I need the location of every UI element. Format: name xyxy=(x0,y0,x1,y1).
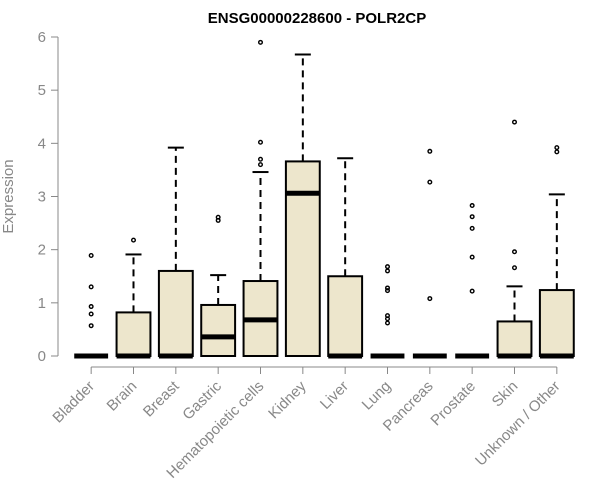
box-4 xyxy=(242,39,279,357)
y-tick-label: 1 xyxy=(38,295,46,312)
box-10 xyxy=(496,119,533,359)
outlier-point xyxy=(385,320,391,326)
box-11 xyxy=(538,145,575,359)
outlier-point xyxy=(469,254,475,260)
x-tick-label: Prostate xyxy=(427,378,479,430)
box-body xyxy=(327,275,364,357)
outlier-point xyxy=(88,284,94,290)
outlier-point xyxy=(469,214,475,220)
boxes-group xyxy=(74,39,575,359)
y-tick-label: 0 xyxy=(38,348,46,365)
box-body xyxy=(284,160,321,357)
x-tick-label: Kidney xyxy=(265,377,310,422)
box-body xyxy=(115,311,152,357)
box-0 xyxy=(74,253,109,359)
outlier-point xyxy=(385,264,391,270)
x-tick-label: Brain xyxy=(104,378,141,415)
box-1 xyxy=(115,237,152,359)
box-7 xyxy=(370,264,405,359)
x-tick-label: Skin xyxy=(489,378,522,411)
outlier-point xyxy=(258,162,264,168)
outlier-point xyxy=(385,288,391,294)
y-axis-label: Expression xyxy=(0,159,17,233)
y-axis: 0 1 2 3 4 5 6 xyxy=(38,29,59,365)
box-body xyxy=(496,320,533,358)
outlier-point xyxy=(512,249,518,255)
chart-title: ENSG00000228600 - POLR2CP xyxy=(208,10,426,27)
outlier-point xyxy=(130,237,136,243)
box-8 xyxy=(412,148,447,359)
outlier-point xyxy=(88,304,94,310)
outlier-point xyxy=(512,265,518,271)
outlier-point xyxy=(427,179,433,185)
outlier-point xyxy=(427,296,433,302)
outlier-point xyxy=(385,313,391,319)
x-tick-label: Lung xyxy=(359,378,395,414)
outlier-point xyxy=(554,145,560,151)
box-9 xyxy=(455,203,490,359)
box-3 xyxy=(200,214,237,357)
x-tick-label: Liver xyxy=(317,378,352,413)
y-tick-label: 4 xyxy=(38,135,46,152)
outlier-point xyxy=(427,148,433,154)
y-tick-label: 3 xyxy=(38,189,46,206)
box-2 xyxy=(157,146,194,359)
y-tick-label: 5 xyxy=(38,82,46,99)
outlier-point xyxy=(469,288,475,294)
outlier-point xyxy=(512,119,518,125)
y-tick-label: 6 xyxy=(38,29,46,46)
box-6 xyxy=(327,157,364,359)
outlier-point xyxy=(469,203,475,209)
outlier-point xyxy=(88,323,94,329)
outlier-point xyxy=(469,225,475,231)
box-5 xyxy=(284,53,321,357)
outlier-point xyxy=(88,311,94,317)
outlier-point xyxy=(258,156,264,162)
x-tick-label: Bladder xyxy=(49,378,98,427)
outlier-point xyxy=(215,214,221,220)
outlier-point xyxy=(385,285,391,291)
box-body xyxy=(200,303,237,357)
outlier-point xyxy=(385,268,391,274)
outlier-point xyxy=(258,39,264,45)
y-tick-label: 2 xyxy=(38,242,46,259)
box-body xyxy=(538,289,575,357)
outlier-point xyxy=(88,253,94,259)
x-tick-label: Breast xyxy=(140,377,183,420)
outlier-point xyxy=(554,149,560,155)
outlier-point xyxy=(258,139,264,145)
box-body xyxy=(157,269,194,357)
